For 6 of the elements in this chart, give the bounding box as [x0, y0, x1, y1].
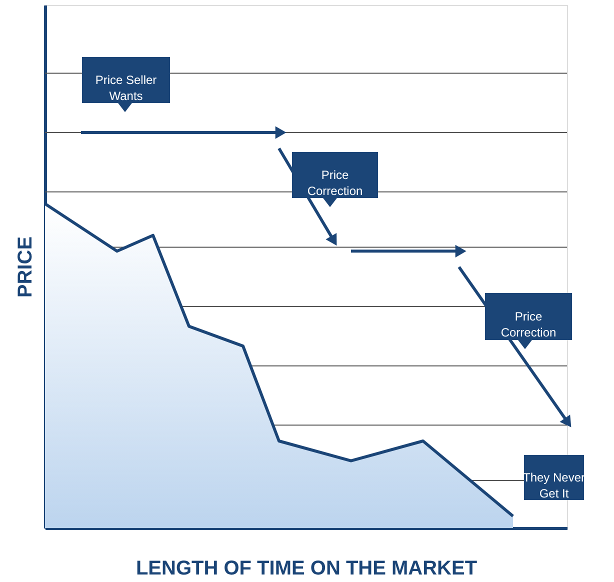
y-axis-title: PRICE: [14, 236, 36, 298]
annotation: Price Correction: [307, 168, 363, 198]
x-axis-title: LENGTH OF TIME ON THE MARKET: [136, 558, 478, 580]
annotation: Price Correction: [500, 310, 556, 340]
annotation: They Never Get It: [522, 470, 586, 500]
text: Price Seller Wants: [95, 73, 157, 103]
